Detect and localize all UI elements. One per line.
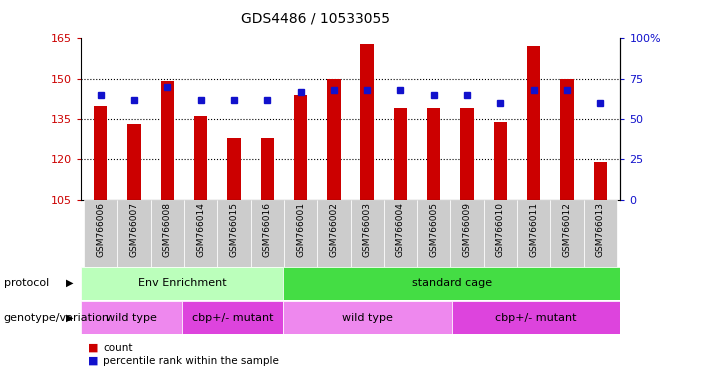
Bar xyxy=(217,200,250,267)
Bar xyxy=(427,108,440,200)
Bar xyxy=(283,267,620,300)
Text: ▶: ▶ xyxy=(67,278,74,288)
Text: GSM766015: GSM766015 xyxy=(229,202,238,257)
Text: GSM766004: GSM766004 xyxy=(396,202,405,257)
Bar xyxy=(294,95,307,200)
Text: GSM766005: GSM766005 xyxy=(429,202,438,257)
Text: GSM766001: GSM766001 xyxy=(296,202,305,257)
Bar xyxy=(184,200,217,267)
Text: percentile rank within the sample: percentile rank within the sample xyxy=(103,356,279,366)
Bar xyxy=(360,44,374,200)
Bar xyxy=(182,301,283,334)
Bar xyxy=(484,200,517,267)
Text: protocol: protocol xyxy=(4,278,49,288)
Bar xyxy=(594,162,607,200)
Bar xyxy=(527,46,540,200)
Text: GSM766011: GSM766011 xyxy=(529,202,538,257)
Text: GSM766008: GSM766008 xyxy=(163,202,172,257)
Text: GSM766002: GSM766002 xyxy=(329,202,339,257)
Bar xyxy=(494,122,507,200)
Text: ■: ■ xyxy=(88,343,98,353)
Bar xyxy=(461,108,474,200)
Bar xyxy=(451,301,620,334)
Bar xyxy=(94,106,107,200)
Bar xyxy=(560,79,573,200)
Bar xyxy=(394,108,407,200)
Text: GSM766009: GSM766009 xyxy=(463,202,472,257)
Text: cbp+/- mutant: cbp+/- mutant xyxy=(496,313,577,323)
Text: Env Enrichment: Env Enrichment xyxy=(137,278,226,288)
Text: GSM766006: GSM766006 xyxy=(96,202,105,257)
Text: standard cage: standard cage xyxy=(411,278,492,288)
Bar xyxy=(261,138,274,200)
Bar xyxy=(417,200,451,267)
Text: genotype/variation: genotype/variation xyxy=(4,313,109,323)
Bar xyxy=(550,200,584,267)
Text: ▶: ▶ xyxy=(67,313,74,323)
Bar xyxy=(384,200,417,267)
Bar xyxy=(81,267,283,300)
Text: GDS4486 / 10533055: GDS4486 / 10533055 xyxy=(241,12,390,25)
Text: GSM766007: GSM766007 xyxy=(130,202,138,257)
Bar xyxy=(227,138,240,200)
Bar xyxy=(151,200,184,267)
Bar xyxy=(84,200,117,267)
Bar xyxy=(584,200,617,267)
Bar xyxy=(451,200,484,267)
Text: GSM766010: GSM766010 xyxy=(496,202,505,257)
Bar xyxy=(128,124,141,200)
Text: wild type: wild type xyxy=(342,313,393,323)
Text: GSM766014: GSM766014 xyxy=(196,202,205,257)
Bar xyxy=(317,200,350,267)
Text: GSM766016: GSM766016 xyxy=(263,202,272,257)
Bar xyxy=(517,200,550,267)
Text: GSM766012: GSM766012 xyxy=(563,202,571,257)
Text: wild type: wild type xyxy=(106,313,156,323)
Text: ■: ■ xyxy=(88,356,98,366)
Bar xyxy=(250,200,284,267)
Bar xyxy=(81,301,182,334)
Bar xyxy=(117,200,151,267)
Bar xyxy=(284,200,317,267)
Bar xyxy=(194,116,207,200)
Bar xyxy=(350,200,384,267)
Bar xyxy=(327,79,341,200)
Text: count: count xyxy=(103,343,132,353)
Bar xyxy=(161,81,174,200)
Text: cbp+/- mutant: cbp+/- mutant xyxy=(191,313,273,323)
Text: GSM766013: GSM766013 xyxy=(596,202,605,257)
Text: GSM766003: GSM766003 xyxy=(362,202,372,257)
Bar xyxy=(283,301,451,334)
